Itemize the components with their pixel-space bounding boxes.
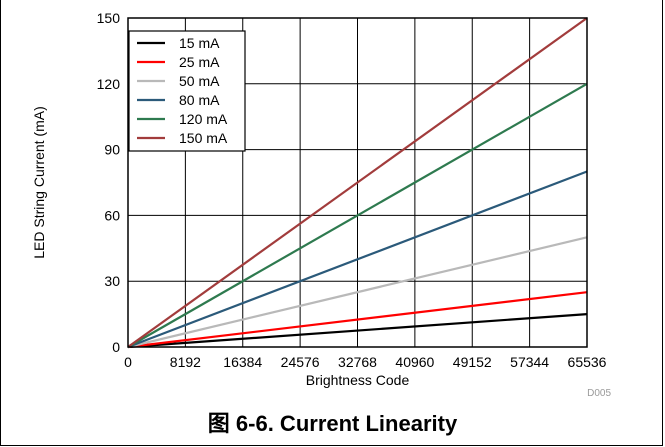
series-line-15-ma (127, 313, 588, 349)
x-axis-label: Brightness Code (306, 372, 410, 388)
x-tick-labels: 0 8192 16384 24576 32768 40960 49152 57344 65536 (124, 354, 607, 370)
legend-label: 80 mA (179, 92, 220, 108)
y-tick-label: 0 (112, 339, 120, 355)
series-line-80-ma (127, 170, 588, 349)
y-tick-label: 90 (104, 142, 120, 158)
legend-label: 150 mA (179, 130, 228, 146)
legend-label: 120 mA (179, 111, 228, 127)
series-line-120-ma (127, 82, 588, 348)
y-tick-label: 30 (104, 273, 120, 289)
plot-border (127, 17, 588, 348)
y-axis-label: LED String Current (mA) (31, 106, 47, 258)
y-tick-labels: 0 30 60 90 120 150 (97, 10, 121, 355)
legend-label: 25 mA (179, 54, 220, 70)
x-tick-label: 49152 (453, 354, 492, 370)
x-tick-label: 8192 (170, 354, 201, 370)
figure-code: D005 (587, 388, 611, 399)
x-tick-label: 0 (124, 354, 132, 370)
x-tick-label: 57344 (510, 354, 549, 370)
y-tick-label: 120 (97, 76, 121, 92)
y-tick-label: 150 (97, 10, 121, 26)
series-line-25-ma (127, 291, 588, 349)
x-tick-label: 65536 (568, 354, 607, 370)
legend-label: 15 mA (179, 35, 220, 51)
series-line-50-ma (127, 236, 588, 349)
y-tick-label: 60 (104, 207, 120, 223)
current-linearity-chart: 0 8192 16384 24576 32768 40960 49152 57344 65536… (31, 10, 611, 399)
x-tick-label: 40960 (395, 354, 434, 370)
legend: 15 mA 25 mA 50 mA 80 mA 120 mA 150 mA (128, 30, 246, 152)
series-lines (127, 17, 588, 349)
x-tick-label: 16384 (223, 354, 262, 370)
series-line-150-ma (127, 17, 588, 348)
legend-box (128, 30, 246, 152)
x-tick-label: 32768 (338, 354, 377, 370)
figure-caption: 图 6-6. Current Linearity (207, 411, 458, 436)
legend-label: 50 mA (179, 73, 220, 89)
x-tick-label: 24576 (281, 354, 320, 370)
